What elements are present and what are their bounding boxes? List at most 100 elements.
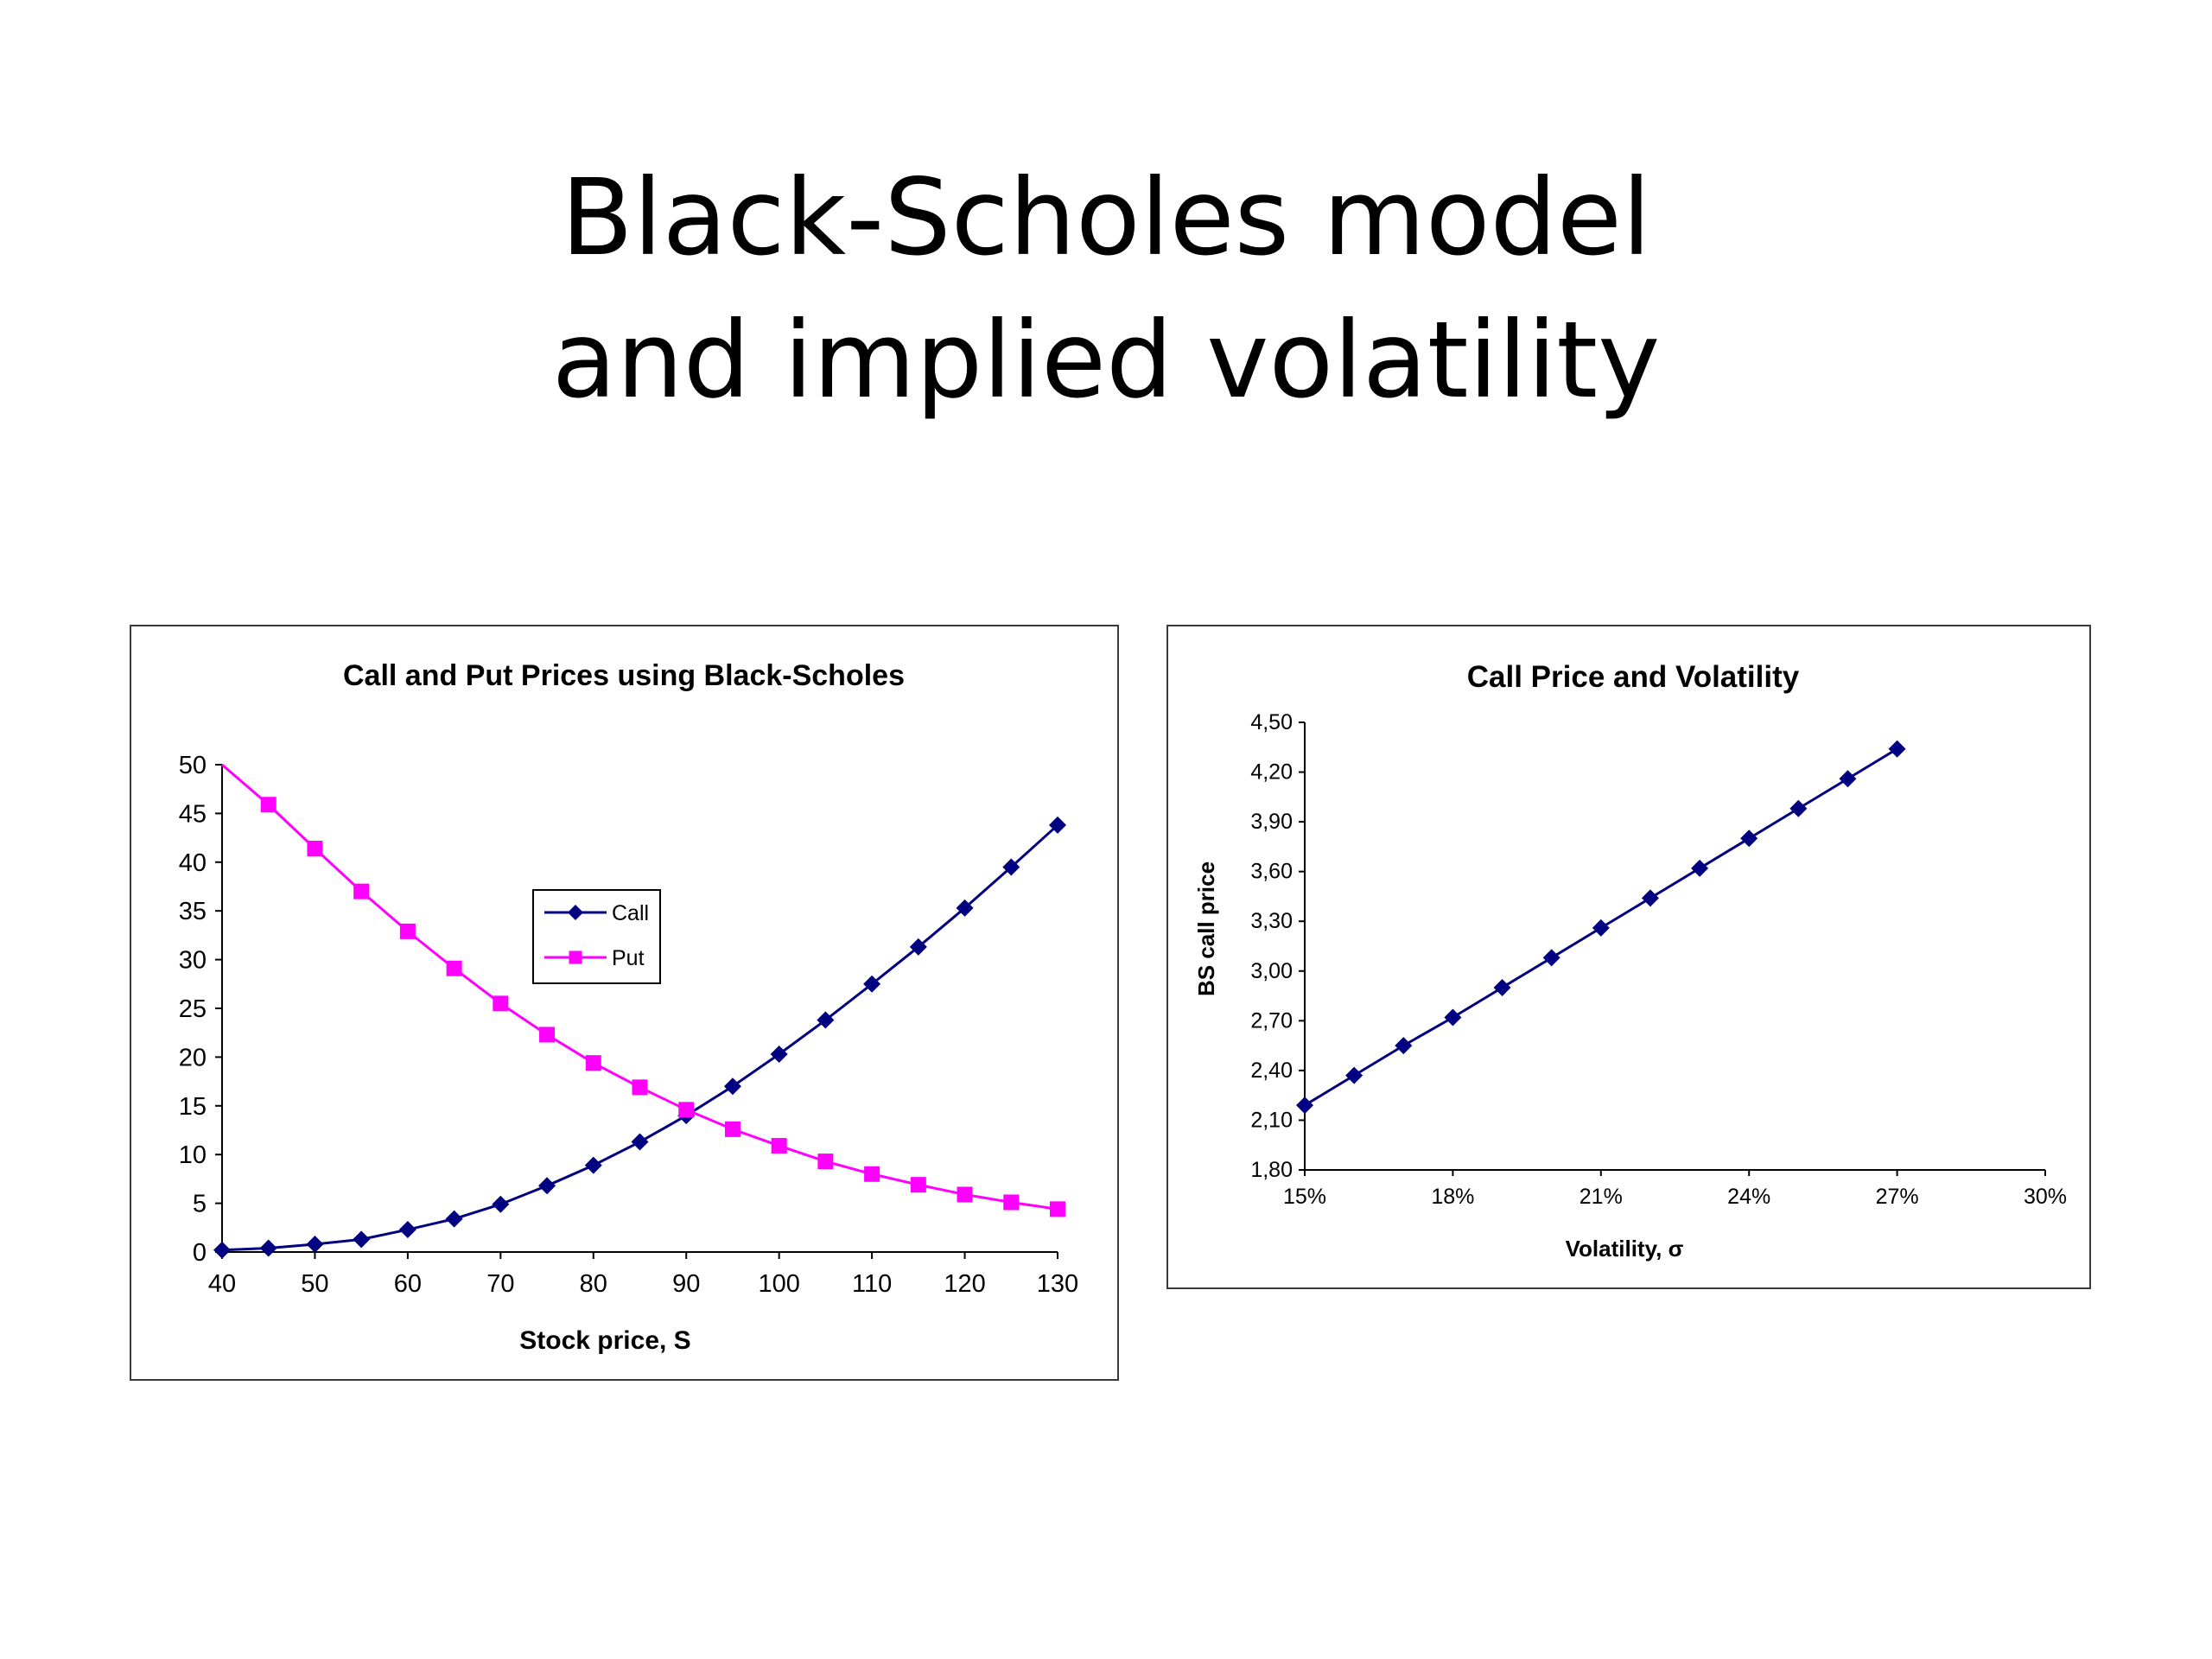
put-point (493, 995, 509, 1012)
y-tick-label: 10 (179, 1141, 207, 1169)
call-price-point (1395, 1037, 1413, 1055)
x-tick-label: 120 (944, 1270, 985, 1298)
x-tick-label: 70 (486, 1270, 514, 1298)
x-tick-label: 90 (672, 1270, 700, 1298)
legend-call-label: Call (612, 901, 649, 925)
y-tick-label: 0 (193, 1239, 207, 1267)
y-tick-label: 4,50 (1250, 710, 1293, 734)
x-tick-label: 130 (1037, 1270, 1078, 1298)
x-tick-label: 27% (1876, 1185, 1919, 1209)
y-tick-label: 5 (193, 1191, 207, 1218)
call-point (306, 1235, 324, 1253)
call-point (538, 1177, 556, 1195)
put-point (446, 960, 462, 976)
call-point (1049, 816, 1066, 834)
y-tick-label: 45 (179, 800, 207, 828)
call-price-point (1740, 830, 1758, 848)
call-price-point (1888, 740, 1906, 758)
y-tick-label: 1,80 (1250, 1158, 1293, 1182)
put-point (539, 1027, 556, 1043)
call-point (353, 1230, 371, 1249)
call-price-point (1592, 918, 1610, 937)
call-price-point (1296, 1096, 1313, 1115)
y-tick-label: 4,20 (1250, 760, 1293, 785)
put-point (307, 841, 323, 857)
series-call-line (221, 823, 1059, 1252)
put-point (353, 883, 370, 899)
call-put-chart: Call and Put Prices using Black-Scholes 0… (130, 625, 1119, 1381)
slide-title-line-1: Black-Scholes model (561, 156, 1651, 279)
call-price-point (1691, 859, 1709, 877)
x-tick-label: 100 (758, 1270, 799, 1298)
put-point (632, 1079, 648, 1096)
put-point (771, 1138, 787, 1154)
chart-title: Call Price and Volatility (1467, 660, 1800, 694)
x-axis-label: Stock price, S (519, 1326, 690, 1355)
call-point (909, 938, 927, 956)
slide-title: Black-Scholes model and implied volatili… (0, 147, 2212, 432)
legend-put-label: Put (612, 946, 645, 970)
y-tick-label: 40 (179, 849, 207, 877)
call-price-point (1839, 770, 1857, 788)
put-point (260, 797, 276, 813)
y-tick-label: 3,90 (1250, 810, 1293, 834)
call-point (863, 975, 881, 993)
call-price-point (1444, 1008, 1462, 1027)
put-point (910, 1177, 926, 1193)
call-price-point (1493, 978, 1511, 996)
x-tick-label: 80 (580, 1270, 607, 1298)
x-tick-label: 110 (852, 1270, 892, 1298)
volatility-chart: Call Price and Volatility 1,80 2,10 2,40 2,7… (1166, 625, 2091, 1289)
legend-box (532, 889, 661, 984)
x-tick-label: 21% (1580, 1185, 1623, 1209)
y-tick-label: 20 (179, 1044, 207, 1071)
put-point (957, 1186, 973, 1203)
y-tick-label: 25 (179, 995, 207, 1023)
call-put-chart-svg: Call and Put Prices using Black-Scholes 0… (179, 659, 1078, 1355)
call-point (492, 1195, 510, 1213)
chart-title: Call and Put Prices using Black-Scholes (343, 659, 905, 692)
slide-title-line-2: and implied volatility (551, 298, 1661, 422)
y-tick-label: 50 (179, 752, 207, 779)
call-point (213, 1241, 231, 1259)
put-point (1050, 1201, 1065, 1217)
x-tick-label: 15% (1283, 1185, 1326, 1209)
call-point (584, 1156, 602, 1174)
put-point (724, 1121, 741, 1137)
x-axis-label: Volatility, σ (1566, 1236, 1684, 1262)
put-point (817, 1154, 834, 1170)
y-tick-label: 2,10 (1250, 1108, 1293, 1132)
put-point (864, 1166, 880, 1182)
legend-call-marker (568, 905, 583, 920)
call-point (259, 1239, 277, 1257)
y-tick-label: 2,40 (1250, 1058, 1293, 1083)
y-tick-label: 2,70 (1250, 1008, 1293, 1033)
call-point (445, 1210, 463, 1228)
put-point (399, 923, 416, 939)
x-tick-label: 60 (394, 1270, 422, 1298)
call-point (956, 899, 974, 917)
y-tick-label: 15 (179, 1093, 207, 1121)
volatility-chart-svg: Call Price and Volatility 1,80 2,10 2,40 2,7… (1193, 660, 2067, 1262)
put-point (585, 1055, 601, 1071)
y-tick-label: 35 (179, 898, 207, 925)
x-tick-label: 30% (2024, 1185, 2067, 1209)
y-tick-label: 30 (179, 947, 207, 975)
x-tick-label: 40 (208, 1270, 236, 1298)
call-point (398, 1221, 416, 1239)
put-point (1003, 1194, 1020, 1211)
y-axis-label: BS call price (1193, 861, 1219, 996)
y-tick-label: 3,30 (1250, 909, 1293, 933)
call-point (770, 1046, 788, 1064)
y-tick-label: 3,00 (1250, 959, 1293, 983)
call-price-point (1641, 889, 1659, 907)
call-price-point (1542, 949, 1560, 967)
legend-put-marker (569, 950, 582, 964)
call-point (817, 1011, 835, 1029)
call-point (1002, 858, 1020, 876)
call-point (631, 1133, 649, 1151)
x-tick-label: 24% (1727, 1185, 1770, 1209)
call-point (723, 1077, 741, 1096)
legend: Call Put (532, 889, 661, 984)
call-price-point (1789, 799, 1808, 817)
